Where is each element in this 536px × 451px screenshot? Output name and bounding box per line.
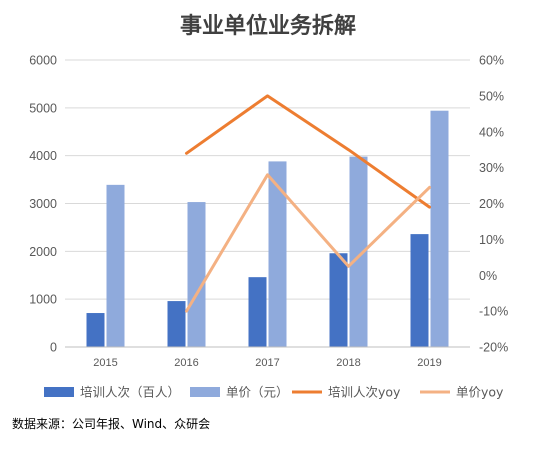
lines [185, 94, 431, 313]
bar [410, 234, 429, 347]
bar [329, 253, 348, 347]
y2-tick-label: 10% [479, 233, 504, 247]
bar [167, 301, 186, 347]
legend: 培训人次（百人） 单价（元） 培训人次yoy 单价yoy [44, 385, 504, 400]
y2-tick-label: 50% [479, 89, 504, 103]
y2-tick-label: 40% [479, 125, 504, 139]
y2-tick-label: -10% [479, 305, 508, 319]
y2-tick-label: 60% [479, 54, 504, 68]
x-tick-label: 2015 [93, 357, 117, 369]
x-tick-label: 2017 [255, 357, 279, 369]
bar [106, 184, 125, 347]
y2-tick-label: 30% [479, 161, 504, 175]
gridlines [65, 59, 470, 348]
bars [86, 110, 449, 347]
y-tick-label: 1000 [29, 293, 57, 307]
legend-label: 单价（元） [226, 385, 289, 400]
bar [268, 161, 287, 347]
bar [349, 156, 368, 347]
y2-tick-label: -20% [479, 341, 508, 355]
x-tick-label: 2018 [336, 357, 360, 369]
legend-swatch [190, 387, 220, 397]
bar [430, 110, 449, 347]
y2-tick-label: 0% [479, 269, 497, 283]
y2-tick-label: 20% [479, 197, 504, 211]
series-line [185, 94, 431, 209]
x-tick-label: 2019 [417, 357, 441, 369]
y-tick-label: 0 [50, 341, 57, 355]
legend-label: 培训人次yoy [328, 385, 401, 400]
legend-swatch [44, 387, 74, 397]
bar [187, 202, 206, 347]
y-tick-label: 5000 [29, 101, 57, 115]
y-tick-label: 6000 [29, 54, 57, 68]
y-tick-label: 2000 [29, 245, 57, 259]
source-note: 数据来源：公司年报、Wind、众研会 [12, 416, 210, 431]
x-tick-label: 2016 [174, 357, 198, 369]
series-line [185, 173, 431, 313]
y-tick-label: 3000 [29, 197, 57, 211]
legend-label: 培训人次（百人） [80, 385, 180, 400]
bar [248, 277, 267, 347]
y-tick-label: 4000 [29, 149, 57, 163]
chart-title: 事业单位业务拆解 [180, 13, 356, 39]
bar [86, 313, 105, 347]
legend-label: 单价yoy [456, 385, 504, 400]
axes: 0 1000 2000 3000 4000 5000 6000 -20% -10% 0% 10% 20… [29, 54, 508, 370]
